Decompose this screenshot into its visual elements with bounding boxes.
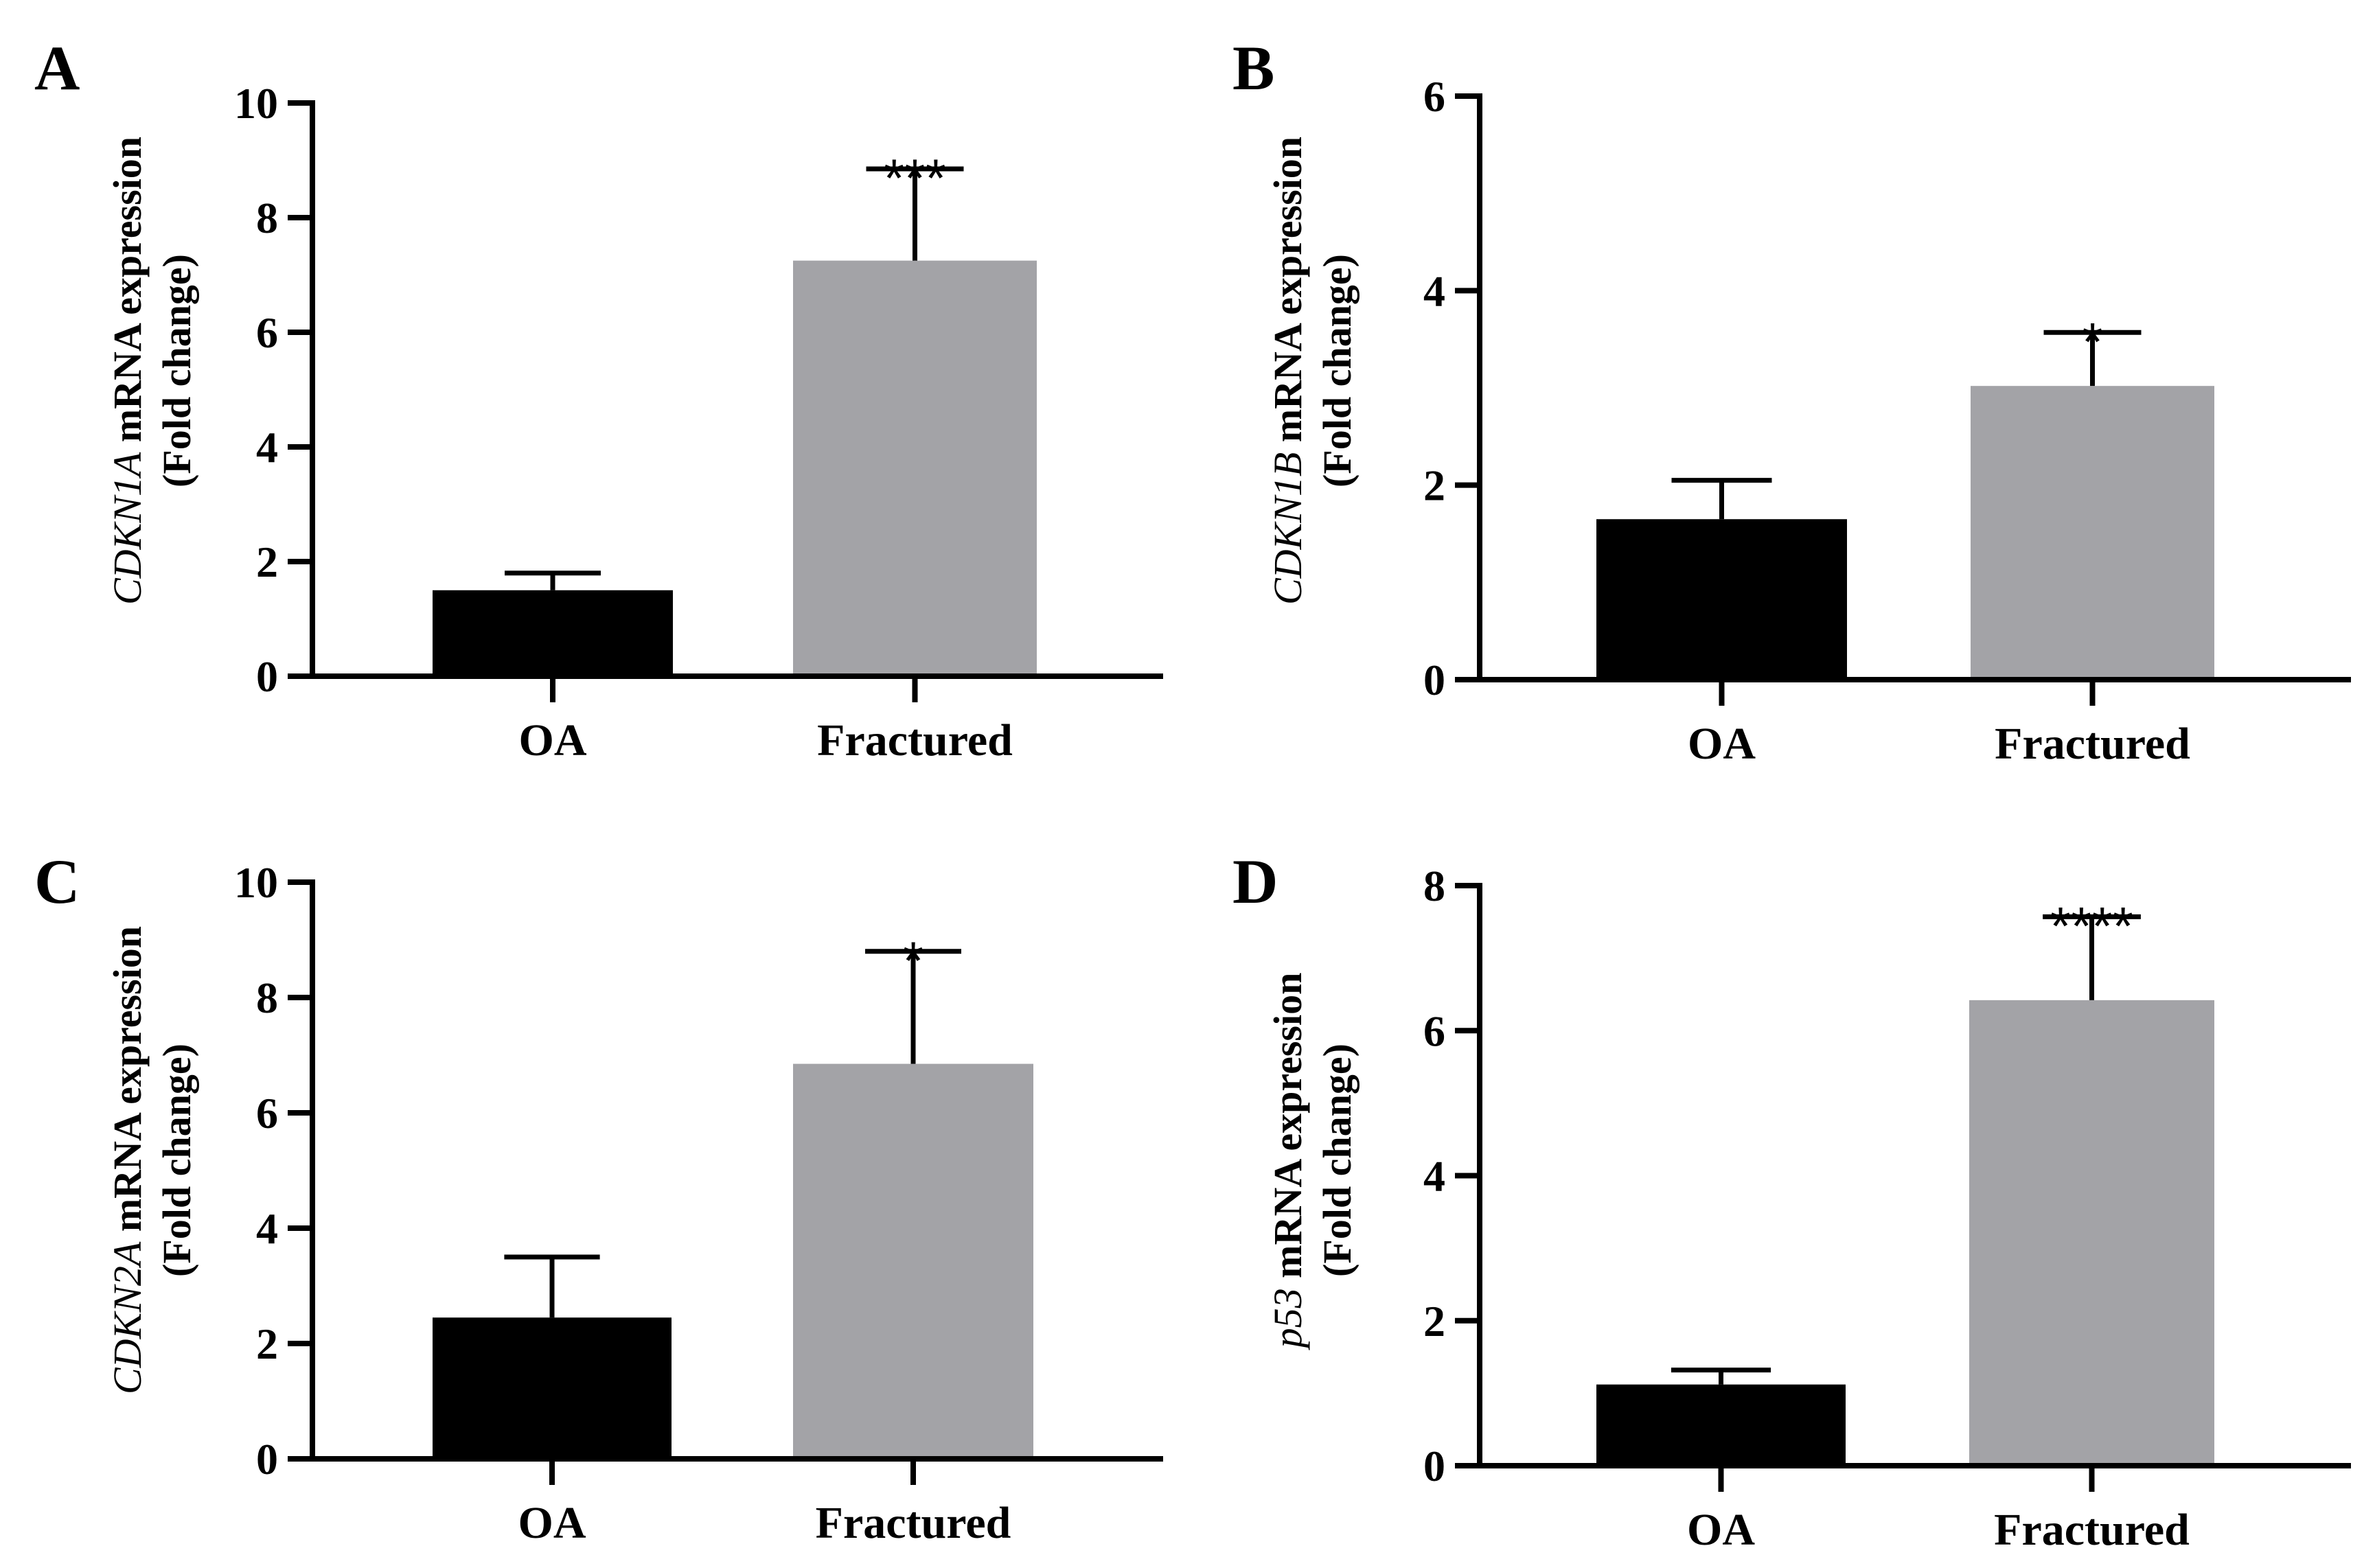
- y-axis-label: p53 mRNA expression (Fold change): [1265, 973, 1359, 1351]
- y-axis-label-gene: CDKN1B: [1265, 452, 1310, 605]
- y-tick-label: 8: [256, 194, 278, 242]
- y-axis-label: CDKN1A mRNA expression (Fold change): [105, 137, 199, 605]
- x-tick-label: Fractured: [1995, 719, 2190, 769]
- y-axis-label-measure: mRNA expression: [105, 926, 150, 1242]
- y-tick-label: 2: [256, 538, 278, 586]
- panel-letter: D: [1232, 846, 1278, 916]
- chart-panel-b: B OA * Fractured 0 2 4 6 CDKN1B mRNA expression(…: [1232, 33, 2351, 769]
- chart-panel-c: C OA * Fractured 0 2 4 6 8 10 CDKN2A mRNA expressi…: [34, 846, 1163, 1548]
- y-tick-label: 10: [234, 79, 278, 128]
- y-tick-label: 2: [1423, 461, 1445, 510]
- x-tick-label: OA: [519, 715, 587, 765]
- y-axis-label-line2: (Fold change): [1315, 1044, 1359, 1277]
- significance-marker: ****: [2050, 895, 2133, 956]
- chart-panel-d: D OA **** Fractured 0 2 4 6 8 p53 mRNA expression…: [1232, 846, 2351, 1555]
- bar-oa: [433, 1317, 672, 1459]
- y-tick-label: 4: [1423, 1152, 1445, 1201]
- bar-oa: [1596, 1384, 1846, 1466]
- y-tick-label: 0: [256, 1435, 278, 1484]
- y-axis-label: CDKN1B mRNA expression (Fold change): [1265, 137, 1359, 605]
- bar-oa: [433, 590, 673, 676]
- significance-marker: ***: [884, 148, 946, 208]
- y-tick-label: 4: [1423, 266, 1445, 315]
- y-axis-label-line1: CDKN1A mRNA expression: [105, 137, 150, 605]
- bar-fractured: [1971, 386, 2214, 680]
- bar-fractured: [1969, 1000, 2214, 1466]
- y-tick-label: 6: [256, 308, 278, 357]
- x-tick-label: OA: [1687, 1505, 1755, 1555]
- y-tick-label: 6: [256, 1089, 278, 1138]
- y-axis-label-line2: (Fold change): [154, 254, 199, 487]
- y-axis-label-line2: (Fold change): [154, 1044, 199, 1277]
- y-tick-label: 2: [1423, 1297, 1445, 1346]
- y-tick-label: 0: [1423, 656, 1445, 704]
- bar-fractured: [793, 260, 1037, 676]
- y-axis-label-gene: p53: [1265, 1288, 1310, 1350]
- y-axis-label-line2: (Fold change): [1315, 254, 1359, 487]
- y-tick-label: 0: [1423, 1442, 1445, 1490]
- y-tick-label: 8: [256, 973, 278, 1022]
- significance-marker: *: [2082, 311, 2102, 371]
- bar-fractured: [793, 1063, 1033, 1459]
- bar-oa: [1596, 519, 1847, 680]
- y-axis-label-line1: p53 mRNA expression: [1265, 973, 1310, 1351]
- y-axis-label-line1: CDKN2A mRNA expression: [105, 926, 150, 1394]
- panel-letter: C: [34, 846, 80, 916]
- y-tick-label: 8: [1423, 862, 1445, 910]
- panel-letter: A: [34, 33, 80, 103]
- y-tick-label: 4: [256, 1204, 278, 1253]
- y-tick-label: 4: [256, 423, 278, 472]
- y-tick-label: 6: [1423, 72, 1445, 121]
- y-axis-label-gene: CDKN1A: [105, 452, 150, 605]
- panel-letter: B: [1232, 33, 1274, 103]
- y-axis-label-measure: mRNA expression: [105, 137, 150, 452]
- y-axis-label-measure: mRNA expression: [1265, 137, 1310, 452]
- chart-panel-a: A OA *** Fractured 0 2 4 6 8 10 CDKN1A mRNA expres…: [34, 33, 1163, 765]
- y-tick-label: 0: [256, 652, 278, 701]
- y-axis-label: CDKN2A mRNA expression (Fold change): [105, 926, 199, 1394]
- x-tick-label: OA: [1688, 719, 1756, 769]
- y-axis-label-line1: CDKN1B mRNA expression: [1265, 137, 1310, 605]
- y-tick-label: 2: [256, 1319, 278, 1368]
- y-tick-label: 6: [1423, 1006, 1445, 1055]
- y-axis-label-measure: mRNA expression: [1265, 973, 1310, 1289]
- x-tick-label: Fractured: [817, 715, 1013, 765]
- x-tick-label: Fractured: [1994, 1505, 2190, 1555]
- x-tick-label: Fractured: [816, 1498, 1011, 1548]
- y-tick-label: 10: [234, 858, 278, 907]
- significance-marker: *: [903, 930, 923, 991]
- x-tick-label: OA: [518, 1498, 586, 1548]
- y-axis-label-gene: CDKN2A: [105, 1241, 150, 1394]
